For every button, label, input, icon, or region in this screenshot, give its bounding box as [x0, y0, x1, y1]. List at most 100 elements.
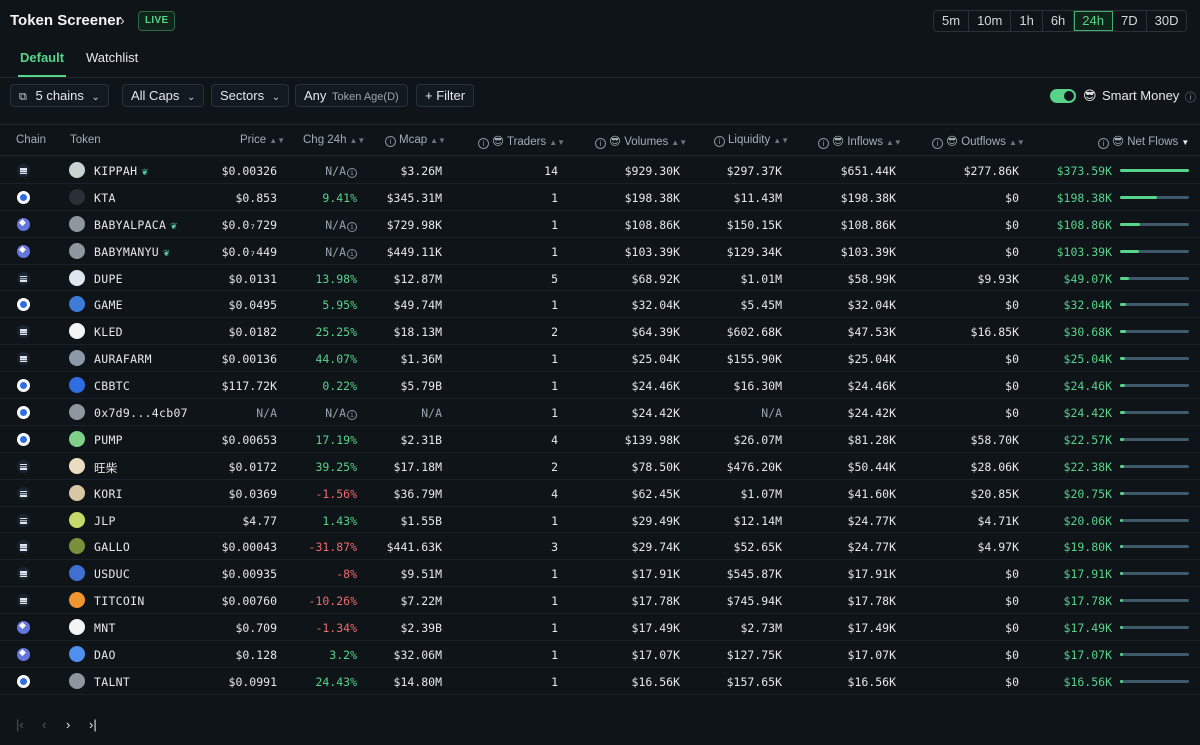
timeframe-30d[interactable]: 30D	[1154, 13, 1179, 28]
table-row[interactable]: CBBTC $117.72K 0.22% $5.79B 1 $24.46K $16.30M $…	[0, 372, 1200, 400]
liquidity-value: $16.30M	[733, 379, 782, 394]
token-name[interactable]: MNT	[94, 621, 116, 635]
col-outflows[interactable]: i 😎 Outflows ▲▼	[932, 134, 1025, 149]
first-page-icon[interactable]: |‹	[16, 717, 24, 732]
col-chg[interactable]: Chg 24h ▲▼	[303, 134, 365, 146]
timeframe-7d[interactable]: 7D	[1113, 11, 1147, 31]
token-name[interactable]: 旺柴	[94, 460, 118, 476]
token-name[interactable]: DAO	[94, 648, 116, 662]
token-logo-icon	[69, 457, 85, 474]
chains-dropdown[interactable]: ⧉ 5 chains ⌄	[10, 84, 109, 107]
ethereum-chain-icon	[17, 244, 30, 258]
table-row[interactable]: TALNT $0.0991 24.43% $14.80M 1 $16.56K $157.65…	[0, 668, 1200, 695]
table-row[interactable]: 0x7d9...4cb07 N/A N/A i N/A 1 $24.42K N/A $24.42…	[0, 399, 1200, 426]
table-row[interactable]: BABYMANYU❦ $0.0₇449 N/Ai $449.11K 1 $103.39K $…	[0, 238, 1200, 265]
page-title[interactable]: Token Screener	[10, 12, 122, 29]
table-row[interactable]: BABYALPACA❦ $0.0₇729 N/Ai $729.98K 1 $108.86K…	[0, 211, 1200, 238]
table-row[interactable]: KTA $0.853 9.41% $345.31M 1 $198.38K $11.43M $1…	[0, 184, 1200, 211]
info-icon[interactable]: i	[347, 410, 357, 421]
cell-traders: 1	[551, 245, 558, 259]
token-age-filter[interactable]: Any Token Age(D)	[295, 84, 408, 107]
table-row[interactable]: MNT $0.709 -1.34% $2.39B 1 $17.49K $2.73M $17.4…	[0, 614, 1200, 642]
timeframe-5m[interactable]: 5m	[934, 11, 970, 31]
token-name[interactable]: KORI	[94, 487, 123, 501]
token-name[interactable]: AURAFARM	[94, 352, 152, 366]
col-inflows[interactable]: i 😎 Inflows ▲▼	[818, 134, 902, 149]
mcap-value: $345.31M	[386, 190, 442, 205]
col-outflows-label: Outflows	[961, 136, 1006, 148]
tab-default[interactable]: Default	[17, 50, 67, 77]
cell-traders: 1	[551, 621, 558, 635]
mcap-value: $449.11K	[386, 244, 442, 259]
token-name[interactable]: GAME	[94, 298, 123, 312]
token-name[interactable]: 0x7d9...4cb07	[94, 406, 188, 420]
col-volumes[interactable]: i 😎 Volumes ▲▼	[595, 134, 687, 149]
col-liquidity[interactable]: i Liquidity ▲▼	[714, 134, 789, 147]
token-name[interactable]: TALNT	[94, 675, 130, 689]
table-row[interactable]: GALLO $0.00043 -31.87% $441.63K 3 $29.74K $52.…	[0, 533, 1200, 561]
table-row[interactable]: USDUC $0.00935 -8% $9.51M 1 $17.91K $545.87K $1…	[0, 560, 1200, 588]
timeframe-24h[interactable]: 24h	[1074, 11, 1113, 31]
next-page-icon[interactable]: ›	[66, 717, 71, 732]
cell-netflows: $20.75K	[1064, 487, 1112, 501]
token-name-label: DUPE	[94, 271, 123, 286]
table-row[interactable]: DAO $0.128 3.2% $32.06M 1 $17.07K $127.75K $17.…	[0, 641, 1200, 668]
caps-dropdown[interactable]: All Caps ⌄	[122, 84, 205, 107]
volumes-value: $64.39K	[631, 325, 680, 340]
token-name[interactable]: KIPPAH ❦	[94, 164, 148, 178]
traders-value: 1	[551, 379, 558, 394]
col-mcap[interactable]: i Mcap ▲▼	[385, 134, 446, 147]
timeframe-1h[interactable]: 1h	[1011, 11, 1043, 31]
token-name[interactable]: BABYALPACA ❦	[94, 218, 177, 232]
cell-mcap: $441.63K	[387, 540, 442, 554]
table-row[interactable]: DUPE $0.0131 13.98% $12.87M 5 $68.92K $1.01M $5…	[0, 265, 1200, 292]
price-value: $0.0369	[228, 486, 277, 501]
table-row[interactable]: KLED $0.0182 25.25% $18.13M 2 $64.39K $602.68K…	[0, 318, 1200, 346]
col-price[interactable]: Price ▲▼	[240, 134, 285, 146]
table-row[interactable]: TITCOIN $0.00760 -10.26% $7.22M 1 $17.78K $745…	[0, 587, 1200, 615]
table-row[interactable]: PUMP $0.00653 17.19% $2.31B 4 $139.98K $26.07M…	[0, 426, 1200, 453]
info-icon[interactable]: i	[347, 248, 357, 259]
table-row[interactable]: KIPPAH ❦ $0.00326 N/A i $3.26M 14 $929.30K $297.…	[0, 157, 1200, 184]
add-filter-button[interactable]: + Filter	[416, 84, 475, 107]
token-name[interactable]: PUMP	[94, 433, 123, 447]
timeframe-10m[interactable]: 10m	[969, 11, 1012, 31]
table-row[interactable]: JLP $4.77 1.43% $1.55B 1 $29.49K $12.14M $24.77…	[0, 507, 1200, 534]
token-name[interactable]: CBBTC	[94, 379, 130, 393]
last-page-icon[interactable]: ›|	[89, 717, 97, 732]
smart-money-toggle[interactable]	[1050, 89, 1076, 103]
net-flow-bar-fill	[1120, 626, 1124, 630]
token-name-label: BABYALPACA	[94, 217, 167, 232]
volumes-value: $25.04K	[631, 352, 680, 367]
table-row[interactable]: KORI $0.0369 -1.56% $36.79M 4 $62.45K $1.07M $4…	[0, 480, 1200, 507]
prev-page-icon[interactable]: ‹	[42, 717, 47, 732]
col-traders[interactable]: i 😎 Traders ▲▼	[478, 134, 565, 149]
sectors-dropdown[interactable]: Sectors ⌄	[211, 84, 290, 107]
token-name[interactable]: USDUC	[94, 567, 130, 581]
col-netflows[interactable]: i 😎 Net Flows ▼	[1098, 134, 1189, 149]
token-name[interactable]: GALLO	[94, 540, 130, 554]
base-chain-icon	[17, 432, 30, 446]
token-name[interactable]: TITCOIN	[94, 594, 145, 608]
table-row[interactable]: 旺柴 $0.0172 39.25% $17.18M 2 $78.50K $476.20K $5…	[0, 453, 1200, 480]
liquidity-value: $157.65K	[726, 674, 782, 689]
solana-chain-icon	[17, 594, 30, 608]
cell-netflows: $20.06K	[1064, 514, 1112, 528]
table-row[interactable]: AURAFARM $0.00136 44.07% $1.36M 1 $25.04K $155…	[0, 345, 1200, 373]
token-name[interactable]: KLED	[94, 325, 123, 339]
token-name[interactable]: BABYMANYU ❦	[94, 245, 170, 259]
traders-value: 2	[551, 325, 558, 340]
info-icon[interactable]: ⓘ	[1185, 92, 1196, 104]
token-name[interactable]: KTA	[94, 191, 116, 205]
info-icon[interactable]: i	[347, 221, 357, 232]
chevron-right-icon[interactable]: ›	[120, 12, 125, 28]
token-name[interactable]: DUPE	[94, 272, 123, 286]
price-value: $0.00326	[221, 164, 277, 178]
table-row[interactable]: GAME $0.0495 5.95% $49.74M 1 $32.04K $5.45M $32…	[0, 291, 1200, 319]
cell-outflows: $9.93K	[977, 272, 1019, 286]
token-name[interactable]: JLP	[94, 514, 116, 528]
timeframe-6h[interactable]: 6h	[1043, 11, 1075, 31]
tab-watchlist[interactable]: Watchlist	[86, 50, 139, 65]
info-icon[interactable]: i	[347, 168, 357, 178]
cell-traders: 1	[551, 352, 558, 366]
